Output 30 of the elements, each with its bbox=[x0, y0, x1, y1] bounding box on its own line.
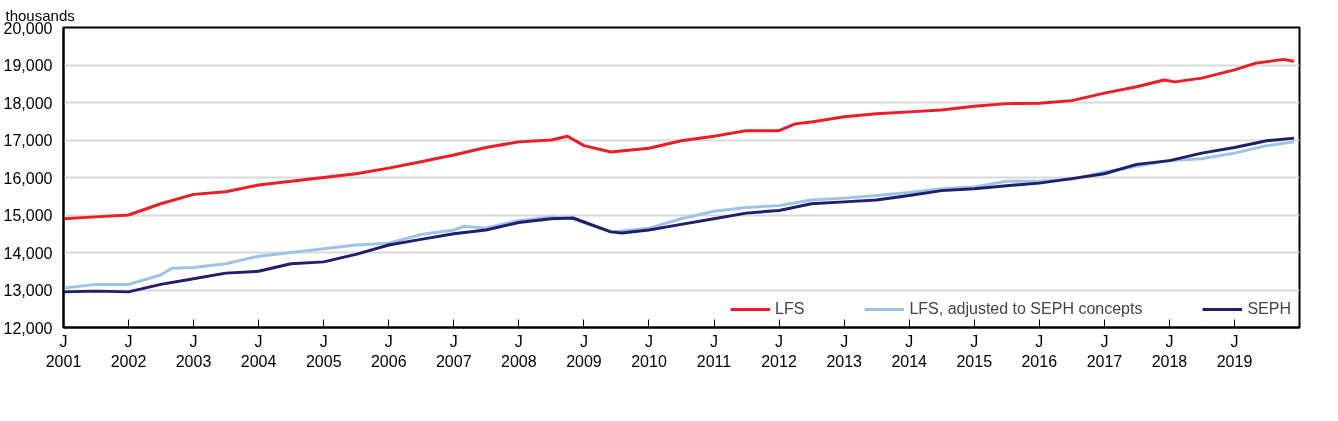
x-tick-label: J 2010 bbox=[631, 332, 667, 370]
x-tick-label: J 2002 bbox=[110, 332, 147, 370]
x-tick-label: J 2015 bbox=[956, 332, 993, 370]
x-tick-label: J 2008 bbox=[500, 332, 537, 370]
x-tick-label: J 2005 bbox=[305, 332, 342, 370]
x-tick-label: J 2003 bbox=[175, 332, 212, 370]
x-tick-label: J 2016 bbox=[1021, 332, 1058, 370]
legend-label: SEPH bbox=[1247, 300, 1291, 318]
line-series bbox=[63, 57, 1296, 221]
x-tick-label: J 2017 bbox=[1086, 332, 1123, 370]
x-tick-label: J 2012 bbox=[761, 332, 797, 370]
x-tick-label: J 2011 bbox=[696, 332, 732, 370]
y-tick-label: 16,000 bbox=[3, 169, 53, 187]
y-tick-label: 19,000 bbox=[3, 57, 53, 74]
y-tick-label: 17,000 bbox=[3, 132, 53, 149]
x-tick-label: J 2009 bbox=[566, 332, 602, 370]
x-tick-label: J 2014 bbox=[891, 332, 928, 370]
y-tick-label: 13,000 bbox=[3, 282, 53, 299]
legend-label: LFS, adjusted to SEPH concepts bbox=[909, 300, 1143, 318]
x-tick-label: J 2019 bbox=[1216, 332, 1253, 370]
legend-label: LFS bbox=[775, 300, 805, 318]
y-tick-label: 18,000 bbox=[3, 94, 53, 112]
x-tick-label: J 2018 bbox=[1151, 332, 1188, 370]
x-tick-label: J 2007 bbox=[435, 332, 472, 370]
y-tick-label: 14,000 bbox=[3, 244, 53, 262]
x-tick-label: J 2004 bbox=[240, 332, 277, 370]
y-tick-label: 15,000 bbox=[3, 207, 53, 224]
y-tick-label: 12,000 bbox=[3, 319, 53, 337]
x-tick-label: J 2006 bbox=[370, 332, 407, 370]
x-tick-label: J 2013 bbox=[826, 332, 863, 370]
